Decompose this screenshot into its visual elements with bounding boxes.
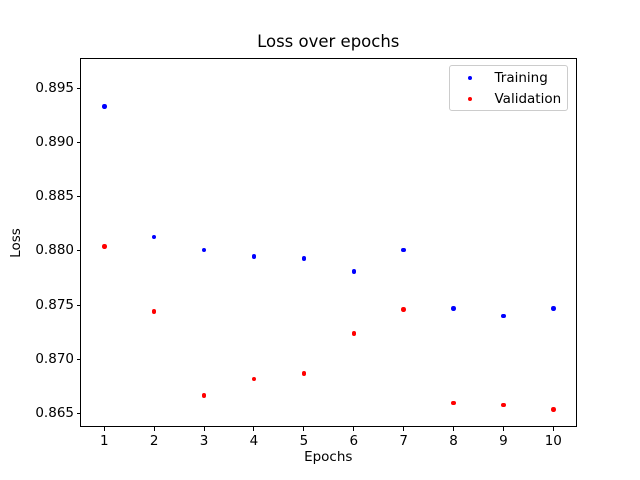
data-point-validation-epoch-5: [301, 371, 307, 376]
data-point-validation-epoch-10: [551, 407, 556, 412]
plot-area: [80, 57, 577, 427]
data-point-training-epoch-1: [102, 104, 107, 109]
chart-title: Loss over epochs: [257, 32, 400, 51]
data-point-training-epoch-9: [501, 313, 506, 319]
data-point-training-epoch-8: [451, 306, 456, 311]
data-point-training-epoch-2: [151, 234, 157, 240]
data-point-validation-epoch-4: [251, 376, 257, 382]
data-point-training-epoch-3: [201, 247, 207, 253]
x-tick-label-1: 1: [100, 433, 109, 449]
x-tick-mark-6: [353, 427, 355, 431]
data-point-validation-epoch-7: [401, 307, 406, 312]
x-tick-mark-2: [153, 427, 155, 431]
data-point-training-epoch-4: [251, 254, 257, 259]
data-point-validation-epoch-2: [151, 309, 157, 314]
x-tick-label-10: 10: [544, 433, 562, 449]
x-tick-mark-3: [203, 427, 205, 431]
x-tick-mark-7: [403, 427, 405, 431]
data-point-training-epoch-5: [301, 256, 307, 261]
data-point-validation-epoch-8: [451, 400, 456, 406]
y-tick-mark-0.875: [76, 304, 80, 306]
y-tick-label-0.870: 0.870: [35, 350, 74, 367]
y-tick-label-0.875: 0.875: [35, 296, 74, 313]
y-axis-label: Loss: [8, 228, 24, 258]
x-tick-mark-9: [502, 427, 504, 431]
legend-label-training: Training: [494, 70, 548, 86]
x-tick-label-4: 4: [249, 433, 259, 449]
y-tick-label-0.890: 0.890: [35, 134, 74, 151]
legend-entry-validation: Validation: [450, 90, 567, 109]
x-tick-label-9: 9: [499, 433, 508, 449]
y-tick-label-0.895: 0.895: [35, 79, 74, 96]
y-tick-label-0.865: 0.865: [35, 405, 74, 422]
legend-entry-training: Training: [450, 69, 567, 88]
data-point-validation-epoch-6: [351, 331, 356, 336]
x-tick-mark-1: [103, 427, 105, 431]
y-tick-label-0.885: 0.885: [35, 188, 74, 205]
legend-label-validation: Validation: [494, 91, 562, 107]
data-point-training-epoch-6: [351, 269, 356, 274]
x-tick-label-6: 6: [349, 433, 359, 449]
training-marker-icon: [467, 75, 472, 81]
x-tick-mark-8: [453, 427, 455, 431]
y-tick-mark-0.885: [76, 196, 80, 198]
x-tick-mark-4: [253, 427, 255, 431]
y-tick-mark-0.890: [76, 142, 80, 144]
data-point-training-epoch-7: [401, 247, 406, 253]
x-tick-label-2: 2: [149, 433, 159, 449]
y-tick-mark-0.870: [76, 358, 80, 360]
y-tick-mark-0.880: [76, 250, 80, 252]
x-tick-label-7: 7: [399, 433, 408, 449]
validation-marker-icon: [467, 96, 472, 102]
legend: Training Validation: [449, 65, 568, 111]
x-tick-label-5: 5: [299, 433, 309, 449]
y-tick-mark-0.865: [76, 413, 80, 415]
x-tick-label-3: 3: [199, 433, 209, 449]
data-point-validation-epoch-1: [102, 244, 107, 249]
x-tick-label-8: 8: [449, 433, 458, 449]
data-point-training-epoch-10: [551, 306, 556, 311]
x-tick-mark-10: [552, 427, 554, 431]
data-point-validation-epoch-3: [201, 393, 207, 398]
data-point-validation-epoch-9: [501, 402, 506, 408]
x-axis-label: Epochs: [304, 449, 353, 465]
y-tick-label-0.880: 0.880: [35, 242, 74, 259]
y-tick-mark-0.895: [76, 87, 80, 89]
x-tick-mark-5: [303, 427, 305, 431]
